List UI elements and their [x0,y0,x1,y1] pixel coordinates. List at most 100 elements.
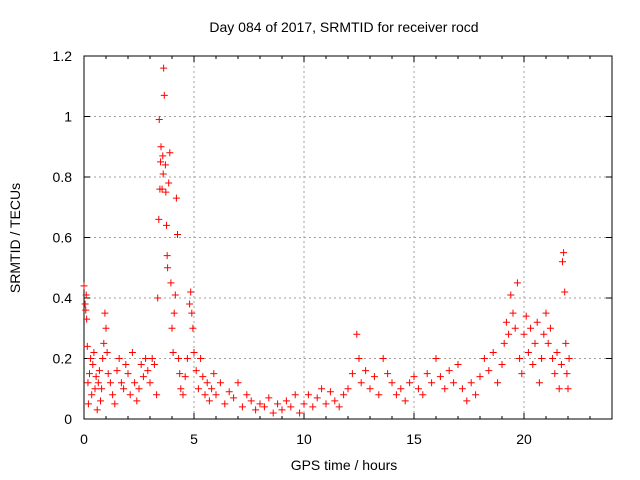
data-point [522,312,530,320]
data-point [432,355,440,362]
data-point [565,355,573,362]
data-point [137,361,145,369]
data-point [176,370,184,378]
data-point [166,149,174,157]
data-point [157,143,165,151]
data-point [234,379,242,387]
data-point [94,379,102,387]
data-point [159,152,167,160]
data-point [538,355,546,362]
data-point [296,409,304,417]
data-point [189,324,197,332]
data-point [419,391,427,399]
data-point [89,361,97,369]
data-point [397,385,405,393]
data-point [171,291,179,299]
data-point [331,397,339,405]
data-point [174,230,181,238]
data-point [216,379,224,387]
data-point [318,385,326,393]
data-point [101,309,109,317]
data-point [82,291,90,299]
data-point [210,370,218,378]
data-point [91,385,99,393]
axes: 0 5 10 15 20 0 0.2 0.4 0.6 0.8 1 1.2 [53,48,613,447]
x-tick-label: 0 [80,431,88,447]
data-point [485,367,493,375]
data-point [524,348,532,356]
data-point [428,379,436,387]
y-tick-label: 0.4 [53,290,73,306]
data-point [153,391,161,399]
data-point [340,391,348,399]
data-point [516,355,524,362]
y-tick-label: 0.2 [53,351,73,367]
data-point [84,379,92,387]
data-point [83,342,91,350]
data-point [549,355,557,362]
data-point [256,400,264,408]
data-point [163,252,171,260]
data-point [563,370,571,378]
data-point [124,370,132,378]
data-point [177,385,185,393]
data-point [533,318,541,326]
x-axis-label: GPS time / hours [291,457,398,473]
data-point [544,339,552,347]
data-point [546,324,554,332]
data-point [238,403,246,411]
data-point [379,355,387,362]
data-point [274,400,282,408]
data-point [164,264,172,272]
data-point [126,391,134,399]
data-point [133,397,141,405]
data-point [97,397,104,405]
data-point [252,406,260,414]
data-point [103,348,111,356]
data-point [120,385,128,393]
data-point [529,361,537,369]
data-point [190,348,198,356]
data-point [102,324,110,332]
data-point [326,388,334,396]
data-point [406,379,414,387]
data-point [467,379,475,387]
x-tick-label: 5 [190,431,198,447]
data-point [423,370,431,378]
data-point [531,339,539,347]
data-point [505,330,513,338]
data-point [278,406,286,414]
data-point [560,249,568,257]
data-point [168,324,176,332]
data-point [355,355,363,362]
data-point [527,324,535,332]
data-point [117,379,125,387]
data-point [410,373,418,381]
data-point [111,400,119,408]
data-point [135,385,143,393]
data-point [82,306,90,314]
data-point [88,391,96,399]
data-point [183,355,191,362]
data-point [161,161,169,169]
data-point [476,373,484,381]
data-point [322,400,330,408]
data-point [555,385,563,393]
data-point [221,400,229,408]
data-point [115,355,123,362]
data-point [362,367,370,375]
y-axis-label: SRMTID / TECUs [7,183,23,293]
data-point [113,367,121,375]
x-tick-label: 20 [516,431,532,447]
data-point [162,188,170,196]
data-point [472,391,480,399]
data-point [81,300,89,308]
data-point [203,379,211,387]
data-point [225,388,233,396]
data-point [159,170,167,178]
data-point [98,385,106,393]
data-point [154,294,162,302]
data-point [179,391,187,399]
data-point [199,373,207,381]
